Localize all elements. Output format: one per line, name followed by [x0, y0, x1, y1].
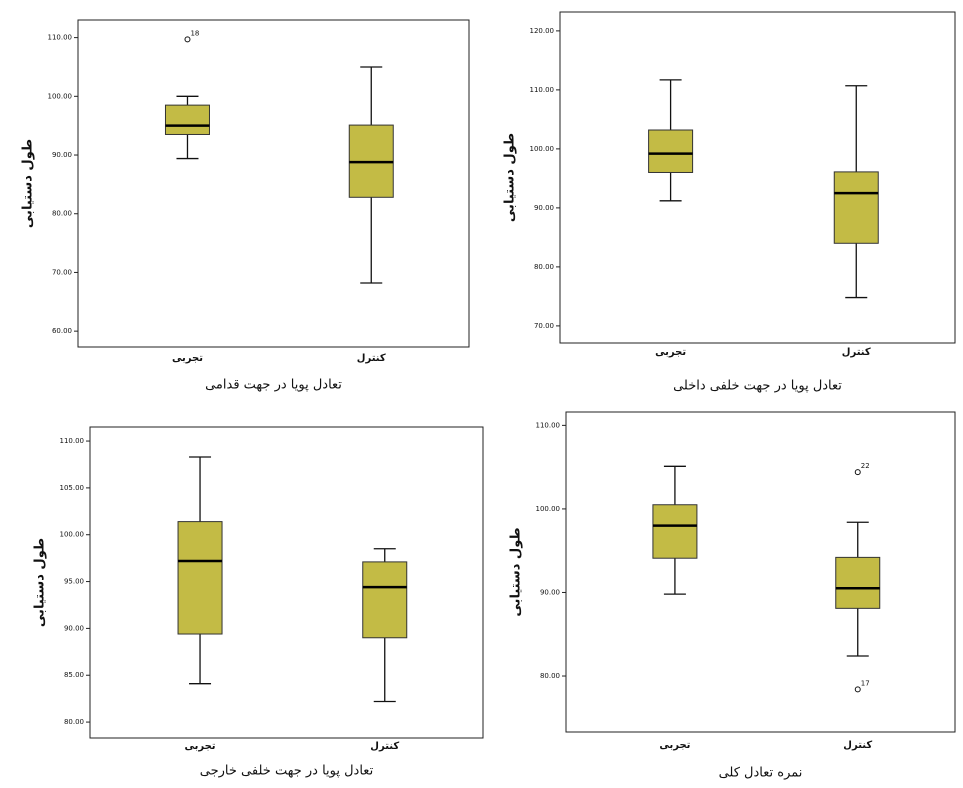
outlier-case: 18	[190, 29, 199, 37]
category-label: تجربی	[659, 740, 690, 751]
y-tick-label: 80.00	[52, 210, 72, 218]
plot-frame	[89, 426, 484, 739]
category-label: تجربی	[172, 353, 203, 364]
category-label: کنترل	[842, 347, 871, 358]
y-tick-label: 80.00	[534, 263, 554, 271]
y-tick-label: 105.00	[60, 484, 85, 492]
y-tick-label: 100.00	[530, 145, 555, 153]
y-axis-label: طول دستیابی	[33, 538, 48, 627]
category-label: کنترل	[370, 741, 399, 752]
outlier	[854, 686, 861, 693]
y-tick-label: 85.00	[64, 671, 84, 679]
y-axis-label: طول دستیابی	[21, 139, 36, 228]
outlier-case: 17	[861, 679, 870, 687]
x-axis-label: تعادل پویا در جهت خلفی داخلی	[673, 379, 842, 394]
box	[164, 104, 210, 135]
y-axis-label: طول دستیابی	[503, 133, 518, 222]
y-tick-label: 70.00	[534, 322, 554, 330]
y-tick-label: 70.00	[52, 268, 72, 276]
y-tick-label: 90.00	[64, 624, 84, 632]
y-tick-label: 60.00	[52, 327, 72, 335]
y-tick-label: 80.00	[540, 672, 560, 680]
category-label: تجربی	[185, 741, 216, 752]
y-tick-label: 90.00	[540, 588, 560, 596]
plot-frame	[559, 11, 956, 344]
y-tick-label: 100.00	[536, 505, 561, 513]
box	[177, 521, 223, 635]
y-tick-label: 110.00	[530, 86, 555, 94]
y-tick-label: 110.00	[48, 34, 73, 42]
y-tick-label: 110.00	[536, 421, 561, 429]
y-tick-label: 100.00	[60, 531, 85, 539]
box	[833, 171, 879, 244]
box	[835, 556, 881, 609]
plot-frame	[77, 19, 470, 348]
y-tick-label: 100.00	[48, 92, 73, 100]
y-tick-label: 95.00	[64, 578, 84, 586]
y-tick-label: 80.00	[64, 718, 84, 726]
x-axis-label: نمره تعادل کلی	[719, 766, 803, 781]
plot-frame	[565, 411, 956, 733]
box	[648, 129, 694, 173]
outlier	[184, 36, 191, 43]
outlier	[854, 469, 861, 476]
x-axis-label: تعادل پویا در جهت خلفی خارجی	[200, 764, 374, 779]
box	[362, 561, 408, 639]
x-axis-label: تعادل پویا در جهت قدامی	[205, 378, 342, 393]
box	[652, 504, 698, 559]
y-tick-label: 110.00	[60, 437, 85, 445]
category-label: کنترل	[357, 353, 386, 364]
y-axis-label: طول دستیابی	[509, 527, 524, 616]
outlier-case: 22	[861, 462, 870, 470]
category-label: کنترل	[843, 740, 872, 751]
y-tick-label: 90.00	[534, 204, 554, 212]
category-label: تجربی	[655, 347, 686, 358]
y-tick-label: 90.00	[52, 151, 72, 159]
y-tick-label: 120.00	[530, 27, 555, 35]
